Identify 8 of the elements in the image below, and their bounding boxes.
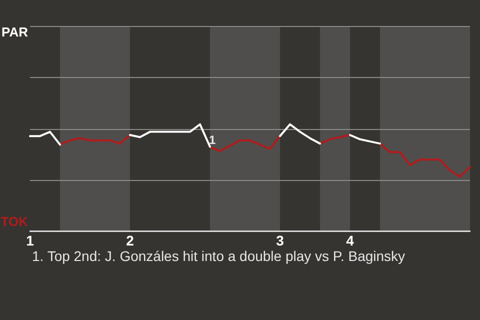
text: TOK: [0, 214, 29, 229]
x-tick-label: 1: [26, 232, 34, 248]
x-tick-label: 4: [346, 232, 354, 248]
x-tick-label: 3: [276, 232, 284, 248]
annotation: 1: [209, 133, 216, 148]
x-tick-label: 2: [126, 232, 134, 248]
text: PAR: [2, 24, 29, 40]
text: 1. Top 2nd: J. Gonzáles hit into a double play vs P. Baginsky: [32, 248, 406, 264]
